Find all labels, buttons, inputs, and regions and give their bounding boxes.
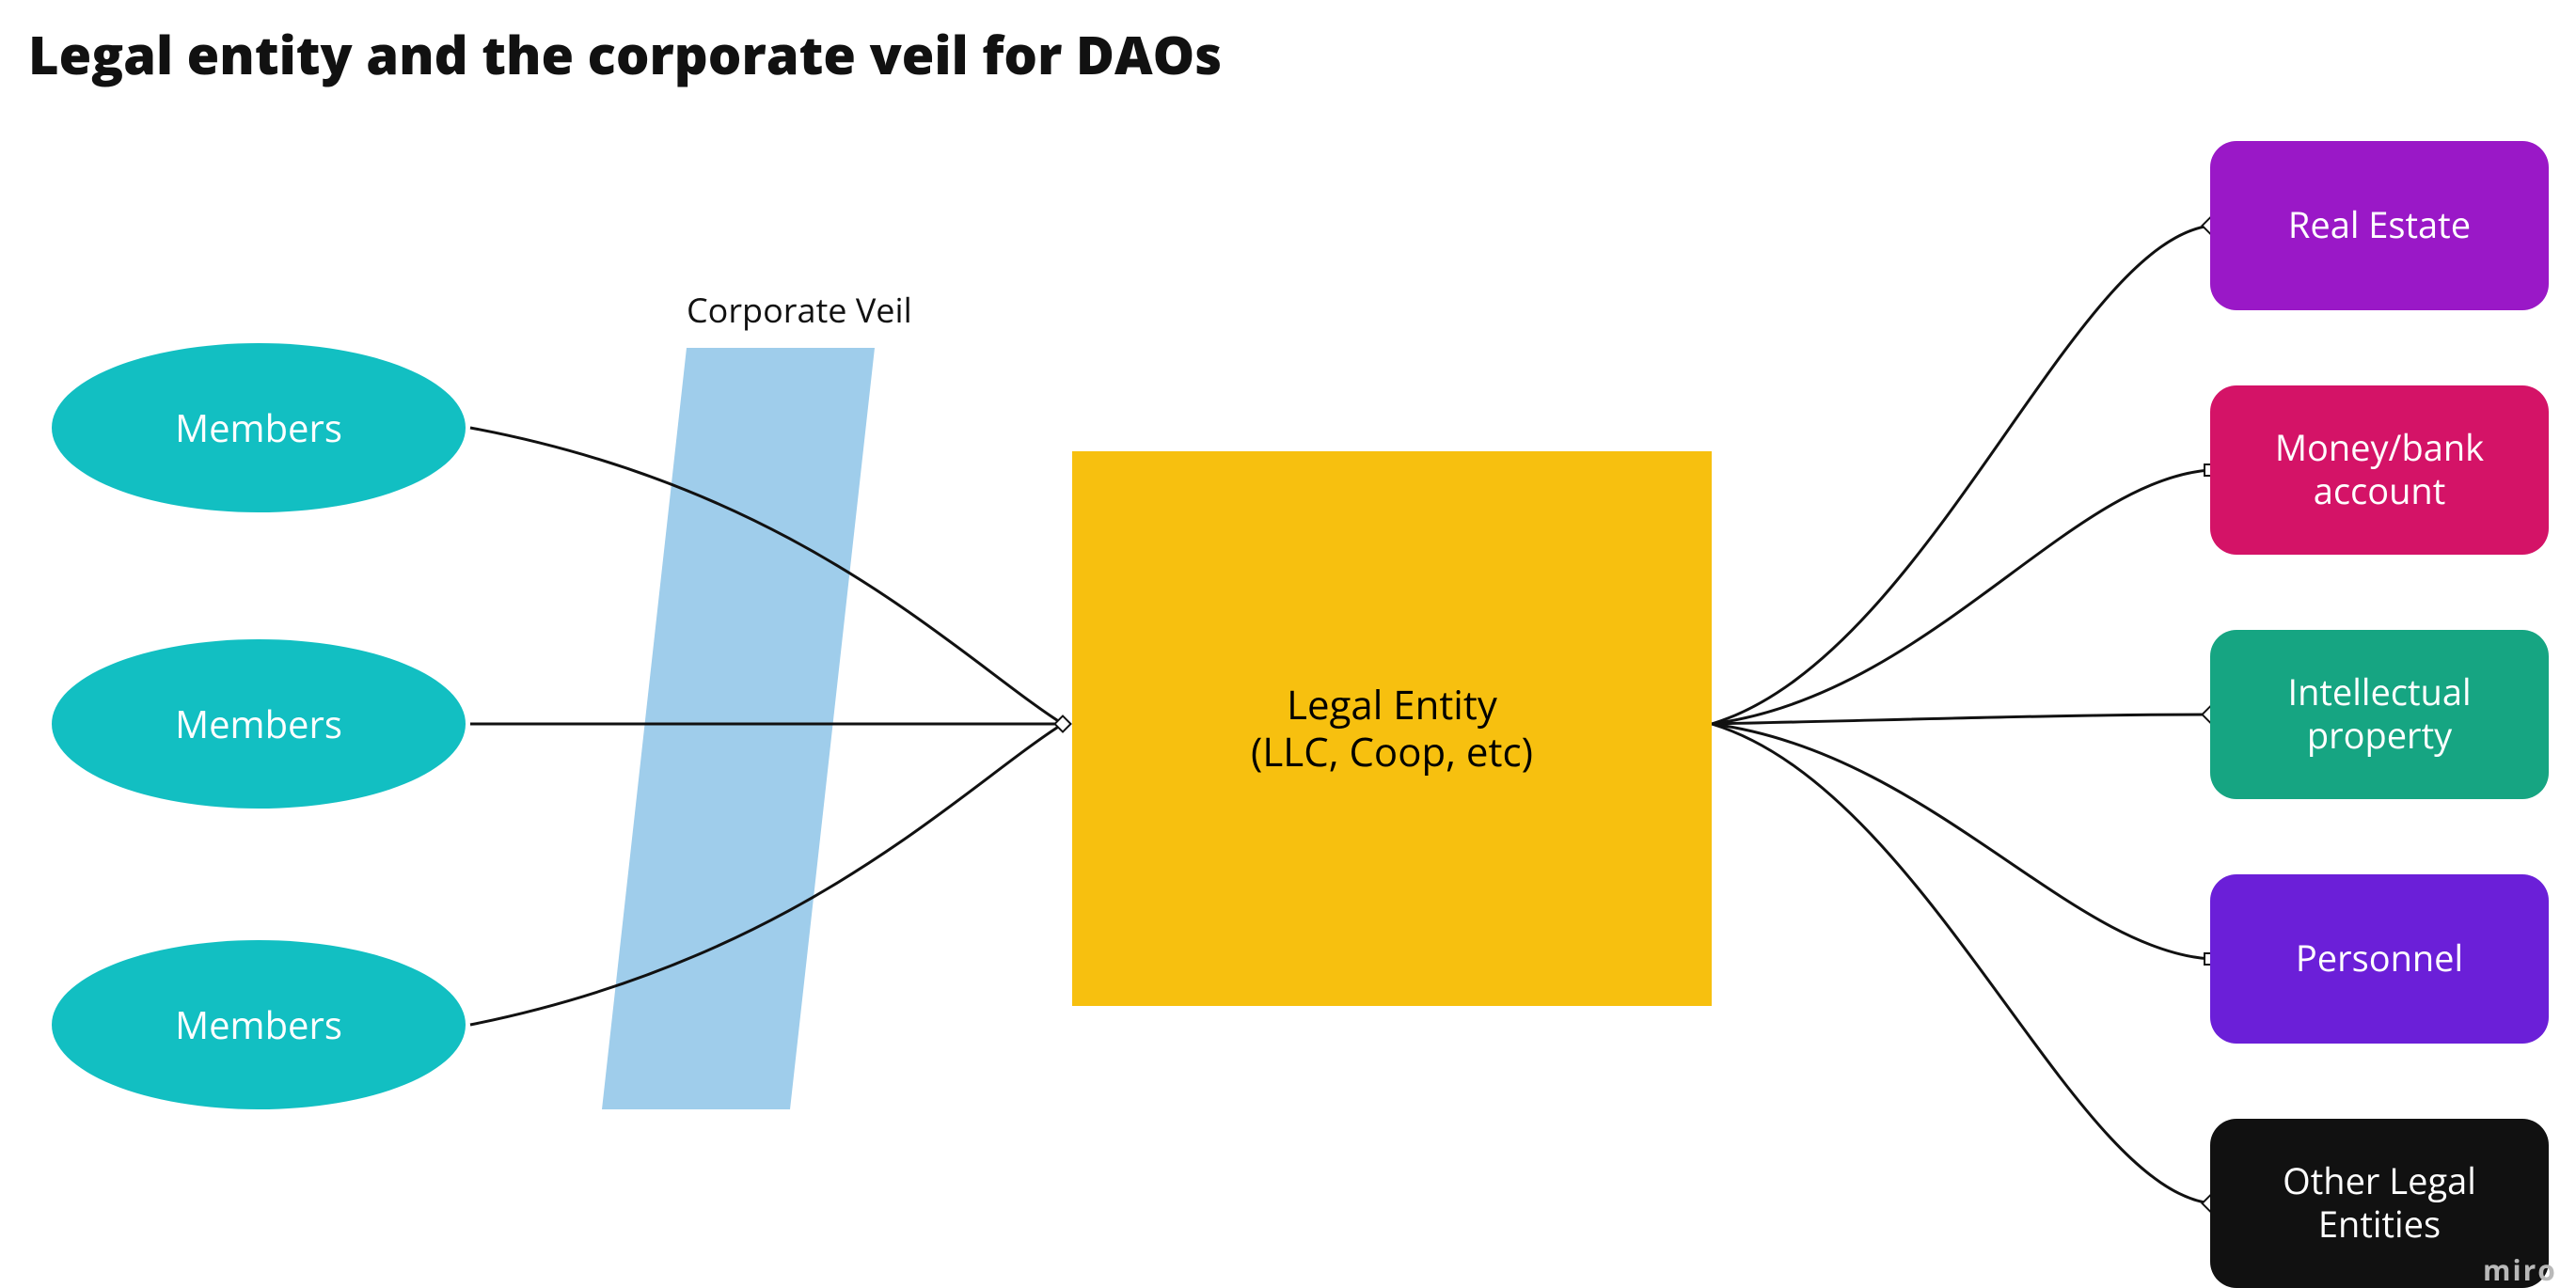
diagram-title: Legal entity and the corporate veil for … <box>28 19 1222 90</box>
member-label: Members <box>175 405 342 450</box>
corporate-veil-label: Corporate Veil <box>687 287 912 333</box>
member-node: Members <box>52 639 466 809</box>
asset-node-real-estate: Real Estate <box>2210 141 2549 310</box>
member-label: Members <box>175 1002 342 1047</box>
member-node: Members <box>52 343 466 512</box>
legal-entity-label: Legal Entity(LLC, Coop, etc) <box>1251 682 1533 777</box>
diagram-canvas: Legal entity and the corporate veil for … <box>0 0 2576 1288</box>
asset-label: Real Estate <box>2288 204 2471 247</box>
asset-label: Personnel <box>2296 937 2463 981</box>
asset-label: Other Legal Entities <box>2229 1160 2530 1246</box>
asset-label: Money/bank account <box>2229 427 2530 512</box>
asset-node-personnel: Personnel <box>2210 874 2549 1044</box>
legal-entity-node: Legal Entity(LLC, Coop, etc) <box>1072 451 1712 1006</box>
asset-node-money: Money/bank account <box>2210 385 2549 555</box>
asset-node-ip: Intellectual property <box>2210 630 2549 799</box>
member-node: Members <box>52 940 466 1109</box>
asset-label: Intellectual property <box>2229 671 2530 757</box>
miro-watermark: miro <box>2483 1250 2557 1288</box>
member-label: Members <box>175 701 342 746</box>
